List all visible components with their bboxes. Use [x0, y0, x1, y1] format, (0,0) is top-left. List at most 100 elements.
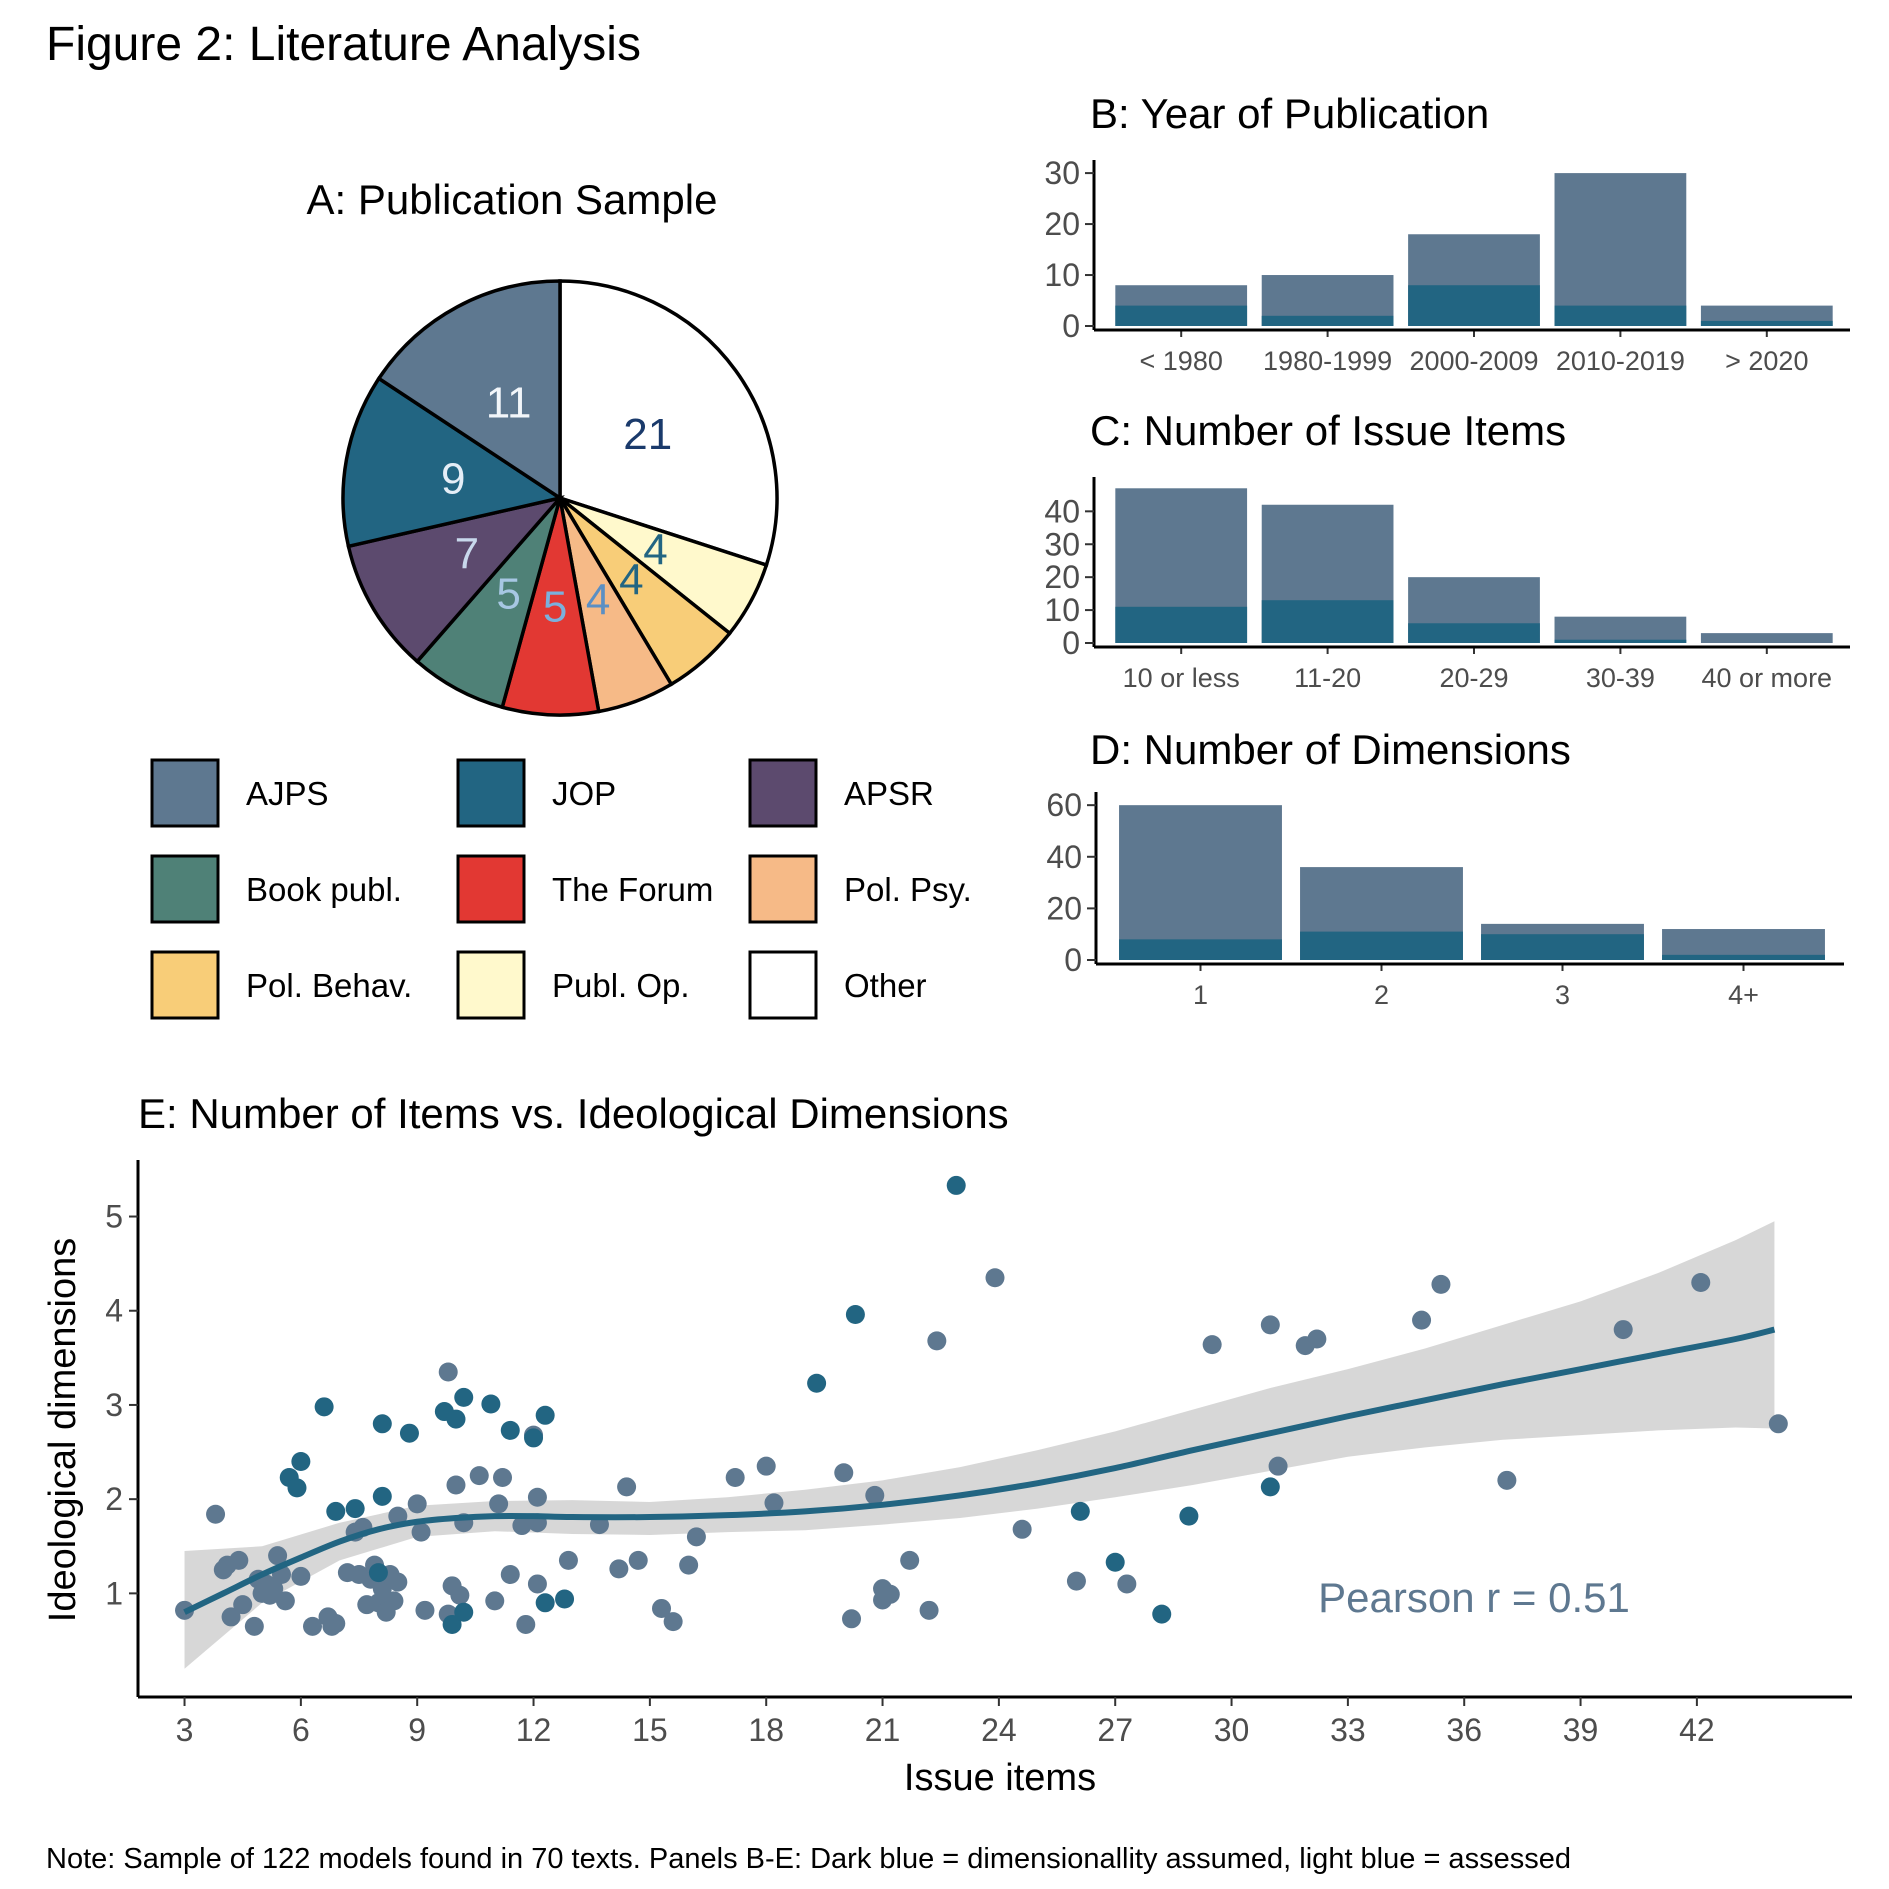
panel-b-bars: < 1980 1980-1999 2000-2009 2010-2019 > 2020 0… [1044, 155, 1850, 376]
pie-value-label-6: 7 [455, 530, 479, 579]
panel-d-title: D: Number of Dimensions [1090, 726, 1571, 773]
point-assumed-9 [368, 1563, 388, 1583]
point-assessed-63 [686, 1527, 706, 1547]
x-tick-label-2: 2000-2009 [1409, 346, 1538, 376]
x-tick-label-6: 21 [865, 1712, 901, 1748]
point-assessed-90 [1768, 1414, 1788, 1434]
bar-assumed-0 [1115, 305, 1248, 326]
point-assessed-29 [372, 1579, 392, 1599]
bar-assessed-0 [1119, 805, 1282, 960]
bar-assumed-0 [1119, 939, 1282, 960]
point-assumed-17 [524, 1428, 544, 1448]
point-assessed-68 [842, 1609, 862, 1629]
x-tick-label-0: 3 [176, 1712, 194, 1748]
point-assumed-20 [555, 1589, 575, 1609]
point-assessed-47 [493, 1467, 513, 1487]
x-tick-label-3: 12 [516, 1712, 552, 1748]
panel-a-title: A: Publication Sample [307, 176, 718, 223]
point-assessed-75 [927, 1331, 947, 1351]
x-tick-label-10: 33 [1330, 1712, 1366, 1748]
point-assessed-55 [558, 1550, 578, 1570]
point-assumed-13 [454, 1387, 474, 1407]
x-tick-label-1: 6 [292, 1712, 310, 1748]
point-assessed-48 [500, 1565, 520, 1585]
legend-swatch-6 [150, 950, 220, 1020]
point-assessed-65 [756, 1456, 776, 1476]
x-tick-label-3: 30-39 [1586, 663, 1655, 693]
pie-legend: AJPS JOP APSR Book publ. The Forum Pol. Psy. P… [150, 758, 972, 1020]
point-assessed-74 [919, 1600, 939, 1620]
point-assessed-6 [233, 1595, 253, 1615]
x-tick-label-2: 20-29 [1439, 663, 1508, 693]
point-assumed-16 [500, 1420, 520, 1440]
point-assumed-4 [326, 1501, 346, 1521]
point-assessed-34 [388, 1572, 408, 1592]
point-assessed-52 [527, 1574, 547, 1594]
y-tick-label-4: 5 [105, 1199, 123, 1235]
point-assessed-76 [985, 1268, 1005, 1288]
point-assessed-61 [663, 1612, 683, 1632]
point-assessed-81 [1260, 1315, 1280, 1335]
x-tick-label-5: 18 [748, 1712, 784, 1748]
y-tick-label-2: 20 [1044, 206, 1080, 242]
pie-slice-7 [341, 376, 565, 549]
point-assessed-84 [1307, 1329, 1327, 1349]
point-assessed-12 [264, 1579, 284, 1599]
point-assessed-86 [1431, 1274, 1451, 1294]
pie-value-label-8: 11 [486, 378, 532, 427]
point-assumed-7 [372, 1486, 392, 1506]
point-assessed-7 [244, 1616, 264, 1636]
pie-slices [341, 279, 779, 717]
point-assessed-15 [275, 1591, 295, 1611]
bar-assumed-0 [1115, 606, 1248, 643]
bar-assumed-1 [1261, 600, 1394, 643]
x-tick-label-2: 3 [1555, 980, 1570, 1010]
point-assessed-72 [880, 1584, 900, 1604]
point-assessed-62 [679, 1555, 699, 1575]
bar-assumed-3 [1554, 639, 1687, 643]
point-assessed-38 [438, 1362, 458, 1382]
pie-slice-0 [558, 279, 779, 568]
point-assessed-64 [725, 1467, 745, 1487]
point-assumed-18 [535, 1405, 555, 1425]
panel-d-bars: 1 2 3 4+ 0 20 40 60 [1046, 787, 1844, 1010]
point-assumed-15 [481, 1394, 501, 1414]
x-tick-label-4: 40 or more [1702, 663, 1833, 693]
bar-assumed-2 [1481, 934, 1644, 960]
pie-value-label-4: 5 [543, 582, 567, 631]
point-assessed-58 [617, 1477, 637, 1497]
point-assessed-32 [384, 1591, 404, 1611]
point-assessed-36 [411, 1522, 431, 1542]
x-axis-title: Issue items [904, 1757, 1096, 1799]
point-assumed-12 [446, 1409, 466, 1429]
x-tick-label-1: 2 [1374, 980, 1389, 1010]
bar-assumed-2 [1408, 623, 1540, 643]
x-tick-label-1: 1980-1999 [1263, 346, 1392, 376]
point-assessed-46 [489, 1494, 509, 1514]
point-assessed-73 [900, 1550, 920, 1570]
point-assumed-19 [535, 1593, 555, 1613]
pie-value-label-2: 4 [619, 556, 643, 605]
point-assessed-82 [1268, 1456, 1288, 1476]
legend-label-8: Other [844, 967, 927, 1004]
pie-value-label-1: 4 [643, 525, 667, 574]
bar-assumed-4 [1700, 320, 1833, 326]
y-tick-label-3: 4 [105, 1293, 123, 1329]
legend-swatch-0 [150, 758, 220, 828]
panel-e-title: E: Number of Items vs. Ideological Dimen… [138, 1090, 1009, 1137]
legend-swatch-5 [748, 854, 818, 924]
y-tick-label-1: 2 [105, 1481, 123, 1517]
point-assumed-1 [287, 1478, 307, 1498]
panel-d-bar-chart: D: Number of Dimensions 1 2 3 4+ 0 20 40 60 [1046, 726, 1844, 1010]
point-assessed-50 [516, 1614, 536, 1634]
point-assumed-11 [442, 1614, 462, 1634]
point-assessed-77 [1012, 1519, 1032, 1539]
point-assessed-37 [415, 1600, 435, 1620]
x-tick-label-0: < 1980 [1140, 346, 1223, 376]
point-assessed-33 [388, 1506, 408, 1526]
point-assumed-21 [807, 1373, 827, 1393]
legend-label-1: JOP [552, 775, 616, 812]
point-assessed-20 [326, 1614, 346, 1634]
